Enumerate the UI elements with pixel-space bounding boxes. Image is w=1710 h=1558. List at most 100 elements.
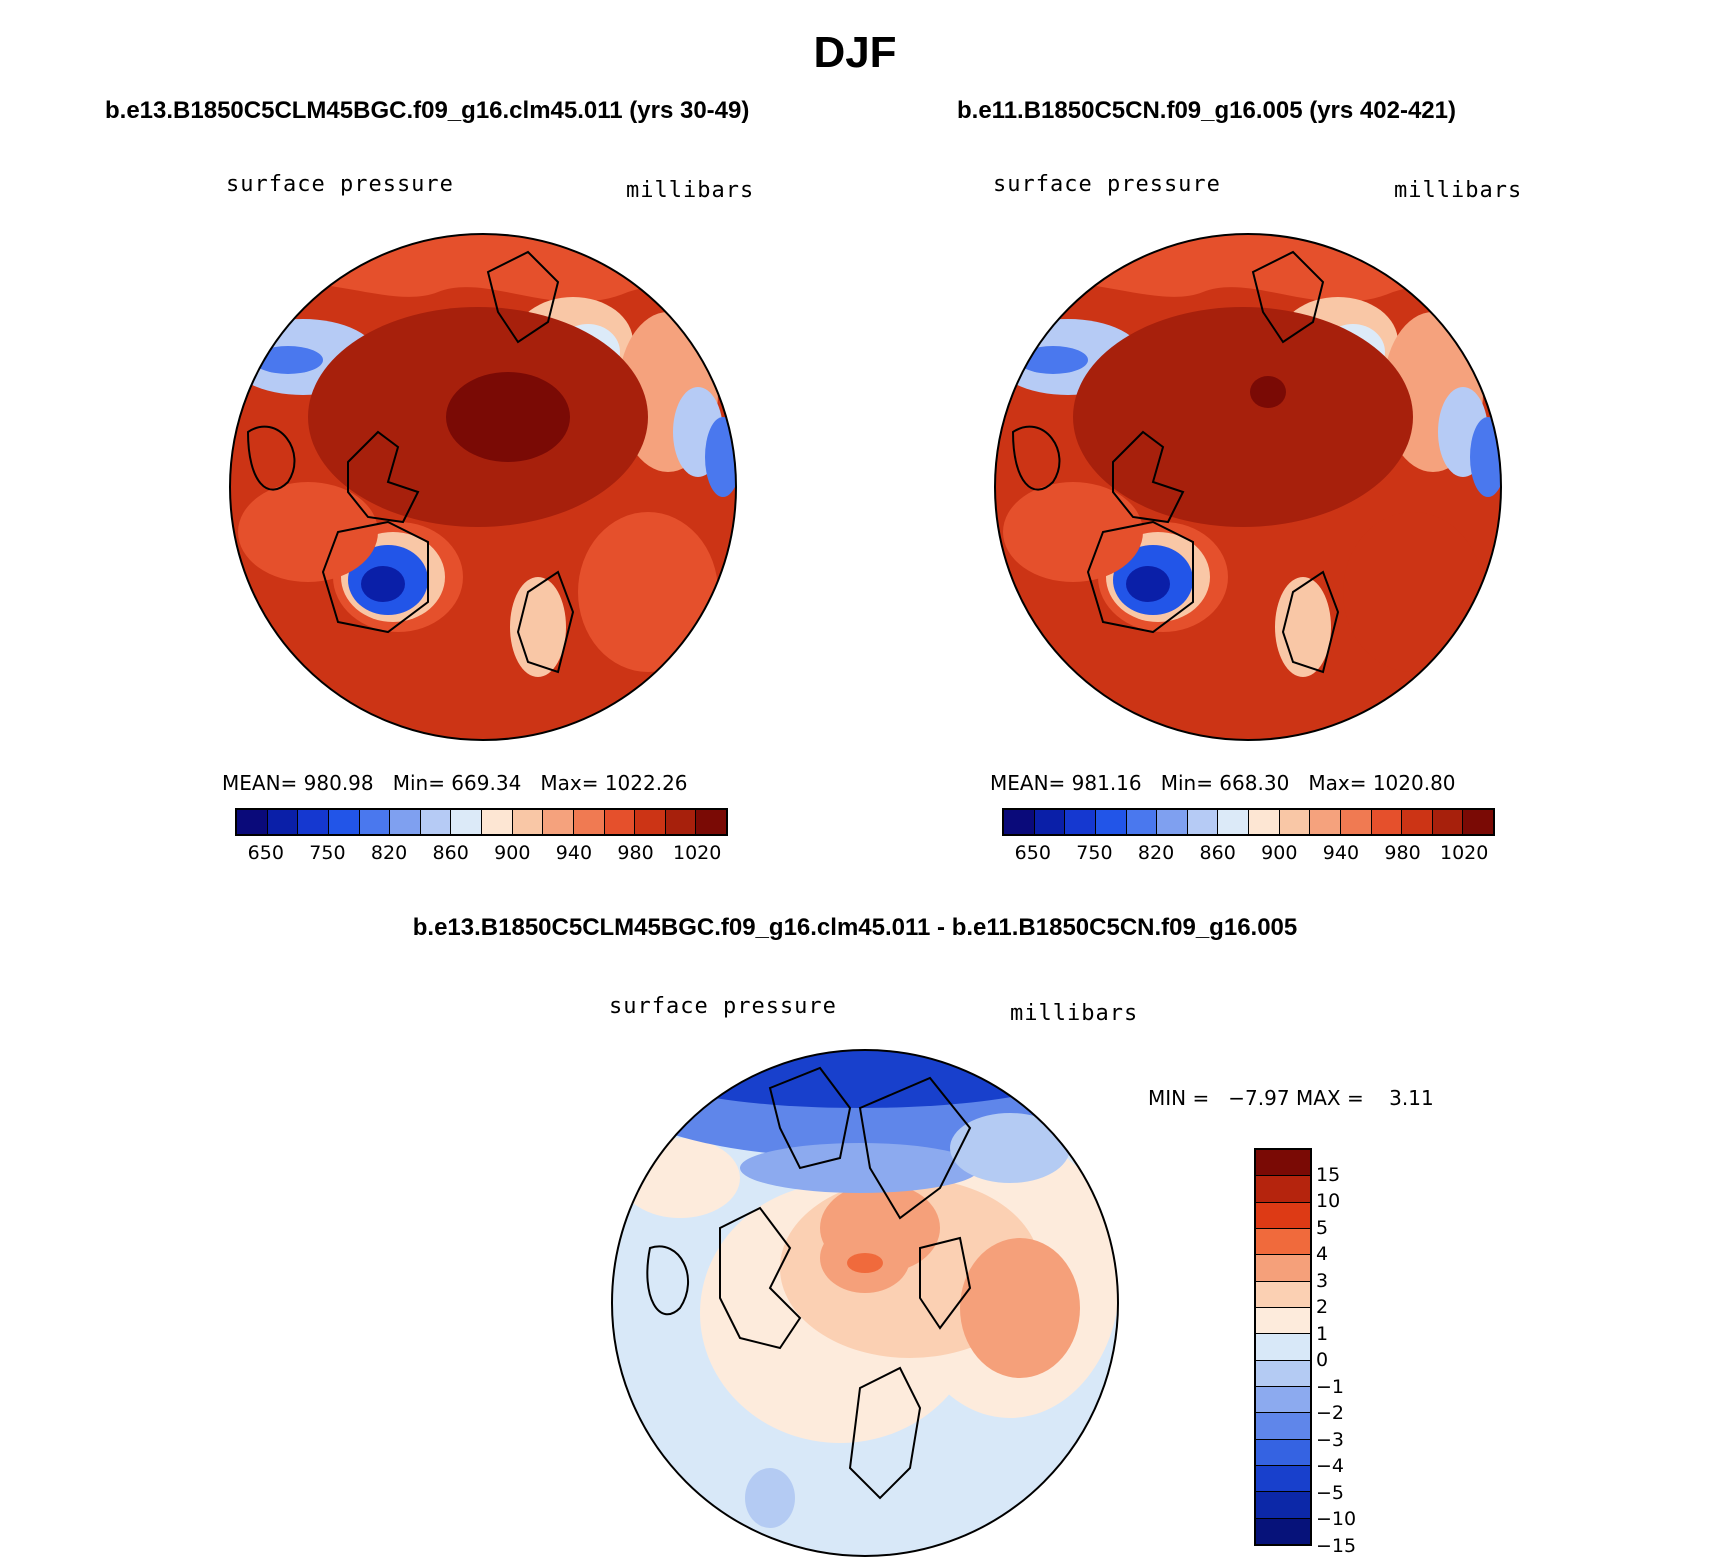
diff-colorbar-swatch bbox=[1256, 1439, 1310, 1466]
colorbar-swatch bbox=[1157, 810, 1188, 834]
diff-colorbar-swatch bbox=[1256, 1255, 1310, 1282]
diff-colorbar-label: 15 bbox=[1316, 1163, 1341, 1186]
diff-colorbar-swatch bbox=[1256, 1281, 1310, 1308]
colorbar-tick-label: 940 bbox=[555, 842, 593, 864]
colorbar-swatch bbox=[1095, 810, 1127, 834]
colorbar-tick-label: 650 bbox=[247, 842, 284, 864]
panel1-case-title: b.e13.B1850C5CLM45BGC.f09_g16.clm45.011 … bbox=[105, 97, 750, 124]
diff-title: b.e13.B1850C5CLM45BGC.f09_g16.clm45.011 … bbox=[412, 914, 1298, 941]
diff-colorbar-label: −5 bbox=[1316, 1481, 1345, 1504]
colorbar-tick-label: 900 bbox=[1261, 842, 1298, 864]
colorbar-swatch bbox=[1340, 810, 1372, 834]
colorbar-tick-label: 940 bbox=[1322, 842, 1360, 864]
diff-units-label: millibars bbox=[1010, 1001, 1139, 1026]
colorbar-swatch bbox=[1432, 810, 1464, 834]
colorbar-swatch bbox=[390, 810, 421, 834]
diff-colorbar-label: 10 bbox=[1316, 1190, 1341, 1213]
colorbar-swatch bbox=[1371, 810, 1403, 834]
colorbar-tick-label: 860 bbox=[1199, 842, 1236, 864]
diff-colorbar-label: −3 bbox=[1316, 1428, 1345, 1451]
colorbar-tick-label: 1020 bbox=[1440, 842, 1489, 864]
panel2-units-label: millibars bbox=[1394, 178, 1523, 203]
colorbar-swatch bbox=[635, 810, 666, 834]
diff-colorbar-swatch bbox=[1256, 1228, 1310, 1256]
colorbar-tick-label: 900 bbox=[494, 842, 531, 864]
diff-variable-label: surface pressure bbox=[609, 994, 837, 1019]
panel1-units-label: millibars bbox=[626, 178, 755, 203]
colorbar-swatch bbox=[298, 810, 329, 834]
diff-colorbar-label: −10 bbox=[1316, 1508, 1357, 1531]
diff-colorbar-swatch bbox=[1256, 1176, 1310, 1203]
colorbar-swatch bbox=[573, 810, 605, 834]
colorbar-tick-label: 750 bbox=[1076, 842, 1113, 864]
colorbar-tick-label: 980 bbox=[1384, 842, 1421, 864]
colorbar-swatch bbox=[451, 810, 482, 834]
colorbar-swatch bbox=[420, 810, 452, 834]
diff-colorbar-swatch bbox=[1256, 1202, 1310, 1229]
panel2-colorbar bbox=[1002, 808, 1495, 836]
diff-colorbar-label: −15 bbox=[1316, 1535, 1357, 1557]
colorbar-tick-label: 1020 bbox=[673, 842, 722, 864]
diff-colorbar-swatch bbox=[1256, 1413, 1310, 1440]
diff-stats: MIN = −7.97 MAX = 3.11 bbox=[1148, 1086, 1434, 1110]
panel2-polar-map bbox=[994, 233, 1502, 741]
colorbar-swatch bbox=[1463, 810, 1493, 834]
diff-colorbar bbox=[1254, 1148, 1312, 1546]
colorbar-tick-label: 980 bbox=[617, 842, 654, 864]
colorbar-swatch bbox=[1310, 810, 1341, 834]
diff-colorbar-swatch bbox=[1256, 1150, 1310, 1177]
colorbar-swatch bbox=[1004, 810, 1035, 834]
colorbar-tick-label: 820 bbox=[1137, 842, 1175, 864]
figure-title: DJF bbox=[813, 28, 897, 77]
colorbar-swatch bbox=[237, 810, 268, 834]
colorbar-swatch bbox=[1126, 810, 1158, 834]
panel1-variable-label: surface pressure bbox=[226, 172, 454, 197]
colorbar-swatch bbox=[1402, 810, 1433, 834]
colorbar-swatch bbox=[543, 810, 574, 834]
colorbar-swatch bbox=[1279, 810, 1311, 834]
diff-colorbar-label: −1 bbox=[1316, 1375, 1345, 1398]
diff-colorbar-label: −2 bbox=[1316, 1402, 1345, 1425]
colorbar-tick-label: 750 bbox=[309, 842, 346, 864]
diff-colorbar-label: −4 bbox=[1316, 1455, 1345, 1478]
panel1-colorbar-ticks: 650 750 820 860 900 940 980 1020 bbox=[235, 842, 728, 866]
colorbar-swatch bbox=[1218, 810, 1249, 834]
diff-colorbar-swatch bbox=[1256, 1465, 1310, 1493]
diff-colorbar-swatch bbox=[1256, 1360, 1310, 1387]
colorbar-tick-label: 820 bbox=[370, 842, 408, 864]
colorbar-swatch bbox=[1034, 810, 1066, 834]
colorbar-tick-label: 650 bbox=[1014, 842, 1051, 864]
colorbar-tick-label: 860 bbox=[432, 842, 469, 864]
colorbar-swatch bbox=[665, 810, 697, 834]
colorbar-swatch bbox=[267, 810, 299, 834]
diff-polar-map bbox=[611, 1049, 1119, 1557]
colorbar-swatch bbox=[696, 810, 726, 834]
diff-colorbar-label: 0 bbox=[1316, 1349, 1329, 1372]
diff-colorbar-swatch bbox=[1256, 1307, 1310, 1335]
panel1-colorbar bbox=[235, 808, 728, 836]
panel2-colorbar-ticks: 650 750 820 860 900 940 980 1020 bbox=[1002, 842, 1495, 866]
diff-colorbar-label: 2 bbox=[1316, 1296, 1329, 1319]
colorbar-swatch bbox=[328, 810, 360, 834]
panel1-polar-map bbox=[229, 233, 737, 741]
diff-colorbar-labels: 15 10 5 4 3 2 1 0 −1 −2 −3 −4 −5 −10 −15 bbox=[1316, 1148, 1396, 1557]
colorbar-swatch bbox=[359, 810, 391, 834]
diff-colorbar-label: 4 bbox=[1316, 1243, 1329, 1266]
diff-colorbar-swatch bbox=[1256, 1518, 1310, 1544]
colorbar-swatch bbox=[1065, 810, 1096, 834]
diff-colorbar-label: 1 bbox=[1316, 1322, 1329, 1345]
colorbar-swatch bbox=[1187, 810, 1219, 834]
panel2-variable-label: surface pressure bbox=[993, 172, 1221, 197]
panel2-case-title: b.e11.B1850C5CN.f09_g16.005 (yrs 402-421… bbox=[957, 97, 1456, 124]
diff-colorbar-swatch bbox=[1256, 1492, 1310, 1519]
colorbar-swatch bbox=[512, 810, 544, 834]
diff-colorbar-swatch bbox=[1256, 1386, 1310, 1414]
colorbar-swatch bbox=[482, 810, 513, 834]
colorbar-swatch bbox=[604, 810, 636, 834]
diff-colorbar-label: 3 bbox=[1316, 1269, 1329, 1292]
panel1-stats: MEAN= 980.98 Min= 669.34 Max= 1022.26 bbox=[222, 771, 688, 795]
diff-colorbar-label: 5 bbox=[1316, 1216, 1329, 1239]
colorbar-swatch bbox=[1249, 810, 1280, 834]
diff-colorbar-swatch bbox=[1256, 1334, 1310, 1361]
panel2-stats: MEAN= 981.16 Min= 668.30 Max= 1020.80 bbox=[990, 771, 1456, 795]
